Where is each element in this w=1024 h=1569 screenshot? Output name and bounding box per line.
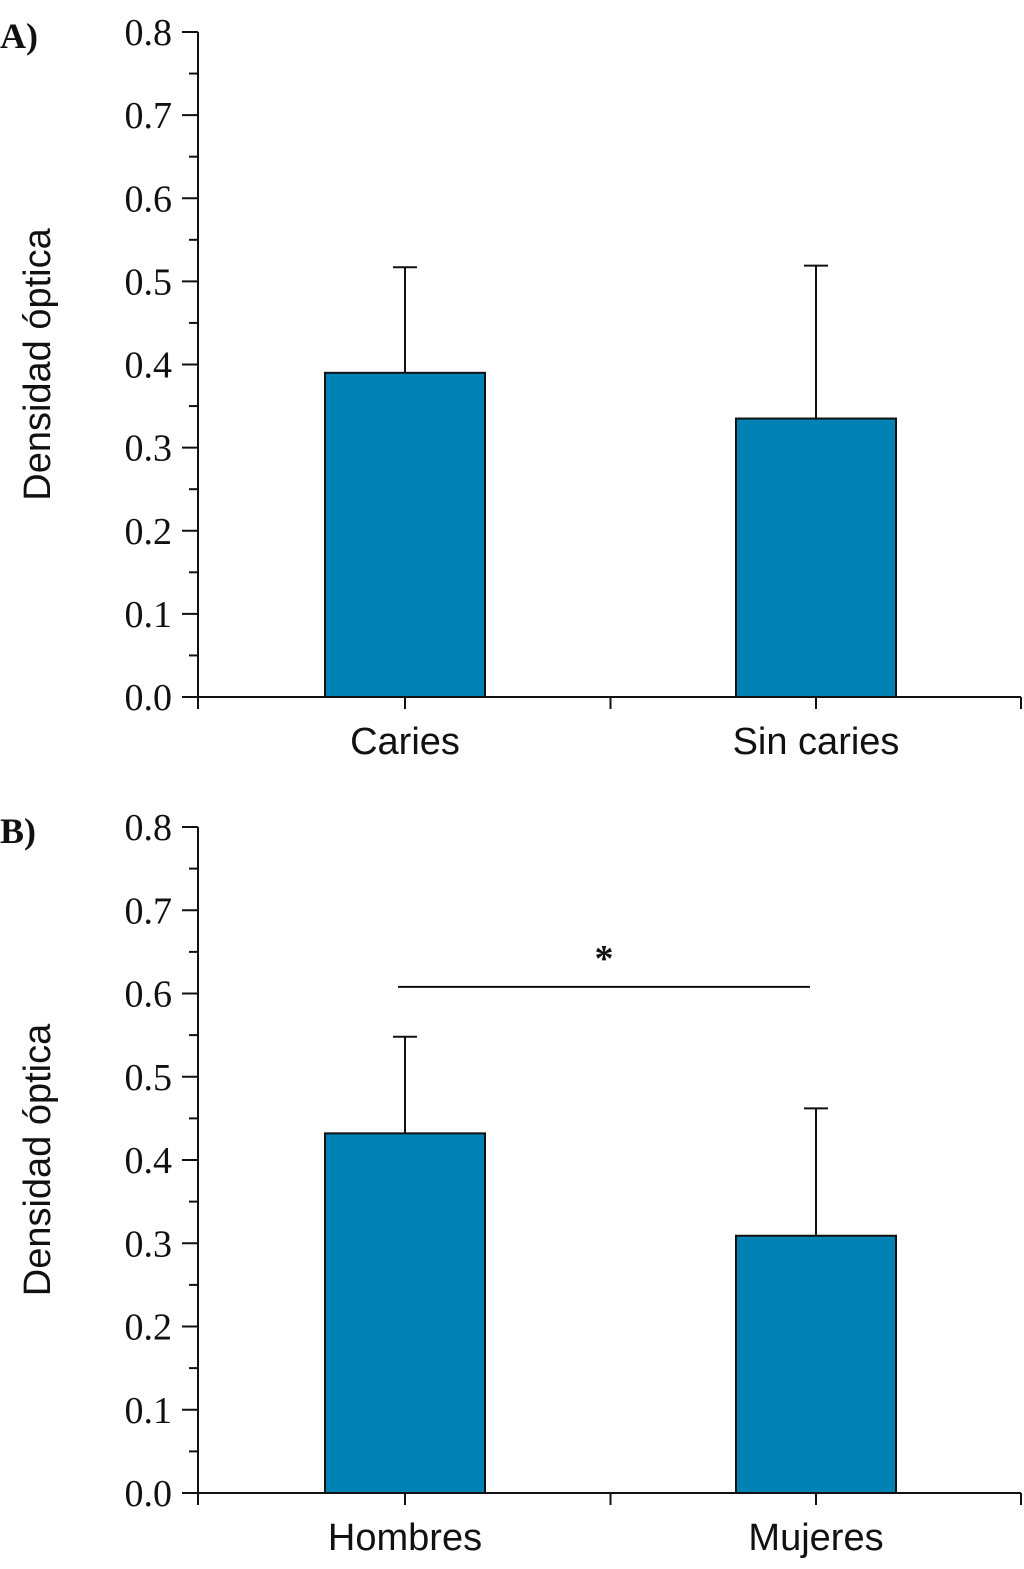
- x-tick-label: Mujeres: [748, 1517, 883, 1559]
- y-tick-label: 0.1: [125, 1390, 173, 1432]
- y-tick-label: 0.5: [125, 261, 173, 303]
- x-tick-label: Hombres: [328, 1517, 482, 1559]
- y-tick-label: 0.0: [125, 677, 173, 719]
- bar-mujeres: [735, 1234, 897, 1494]
- y-axis-label: Densidad óptica: [17, 227, 59, 500]
- y-tick-label: 0.7: [125, 890, 173, 932]
- panel-label: B): [0, 811, 36, 851]
- y-tick-label: 0.4: [125, 1140, 173, 1182]
- x-tick-label: Sin caries: [733, 721, 900, 763]
- y-tick-label: 0.6: [125, 974, 173, 1016]
- y-tick-label: 0.0: [125, 1473, 173, 1515]
- chart-panel-a: A) Densidad óptica Caries Sin caries 0.0 0.1 0…: [0, 12, 1022, 763]
- y-tick-label: 0.3: [125, 1223, 173, 1265]
- bar-sin-caries: [735, 417, 897, 698]
- y-tick-label: 0.4: [125, 345, 173, 387]
- y-tick-label: 0.8: [125, 807, 173, 849]
- bar-hombres: [324, 1132, 486, 1494]
- y-tick-label: 0.1: [125, 594, 173, 636]
- x-tick-label: Caries: [350, 721, 460, 763]
- panel-label: A): [0, 16, 38, 56]
- significance-marker: *: [595, 938, 614, 980]
- y-tick-label: 0.5: [125, 1057, 173, 1099]
- chart-panel-b: B) Densidad óptica Hombres Mujeres 0.0 0.1 0.2…: [0, 807, 1022, 1559]
- y-tick-label: 0.7: [125, 95, 173, 137]
- y-tick-label: 0.2: [125, 511, 173, 553]
- y-tick-label: 0.6: [125, 178, 173, 220]
- y-axis-label: Densidad óptica: [17, 1023, 59, 1296]
- y-tick-label: 0.2: [125, 1307, 173, 1349]
- y-tick-label: 0.3: [125, 428, 173, 470]
- bar-caries: [324, 371, 486, 698]
- y-tick-label: 0.8: [125, 12, 173, 54]
